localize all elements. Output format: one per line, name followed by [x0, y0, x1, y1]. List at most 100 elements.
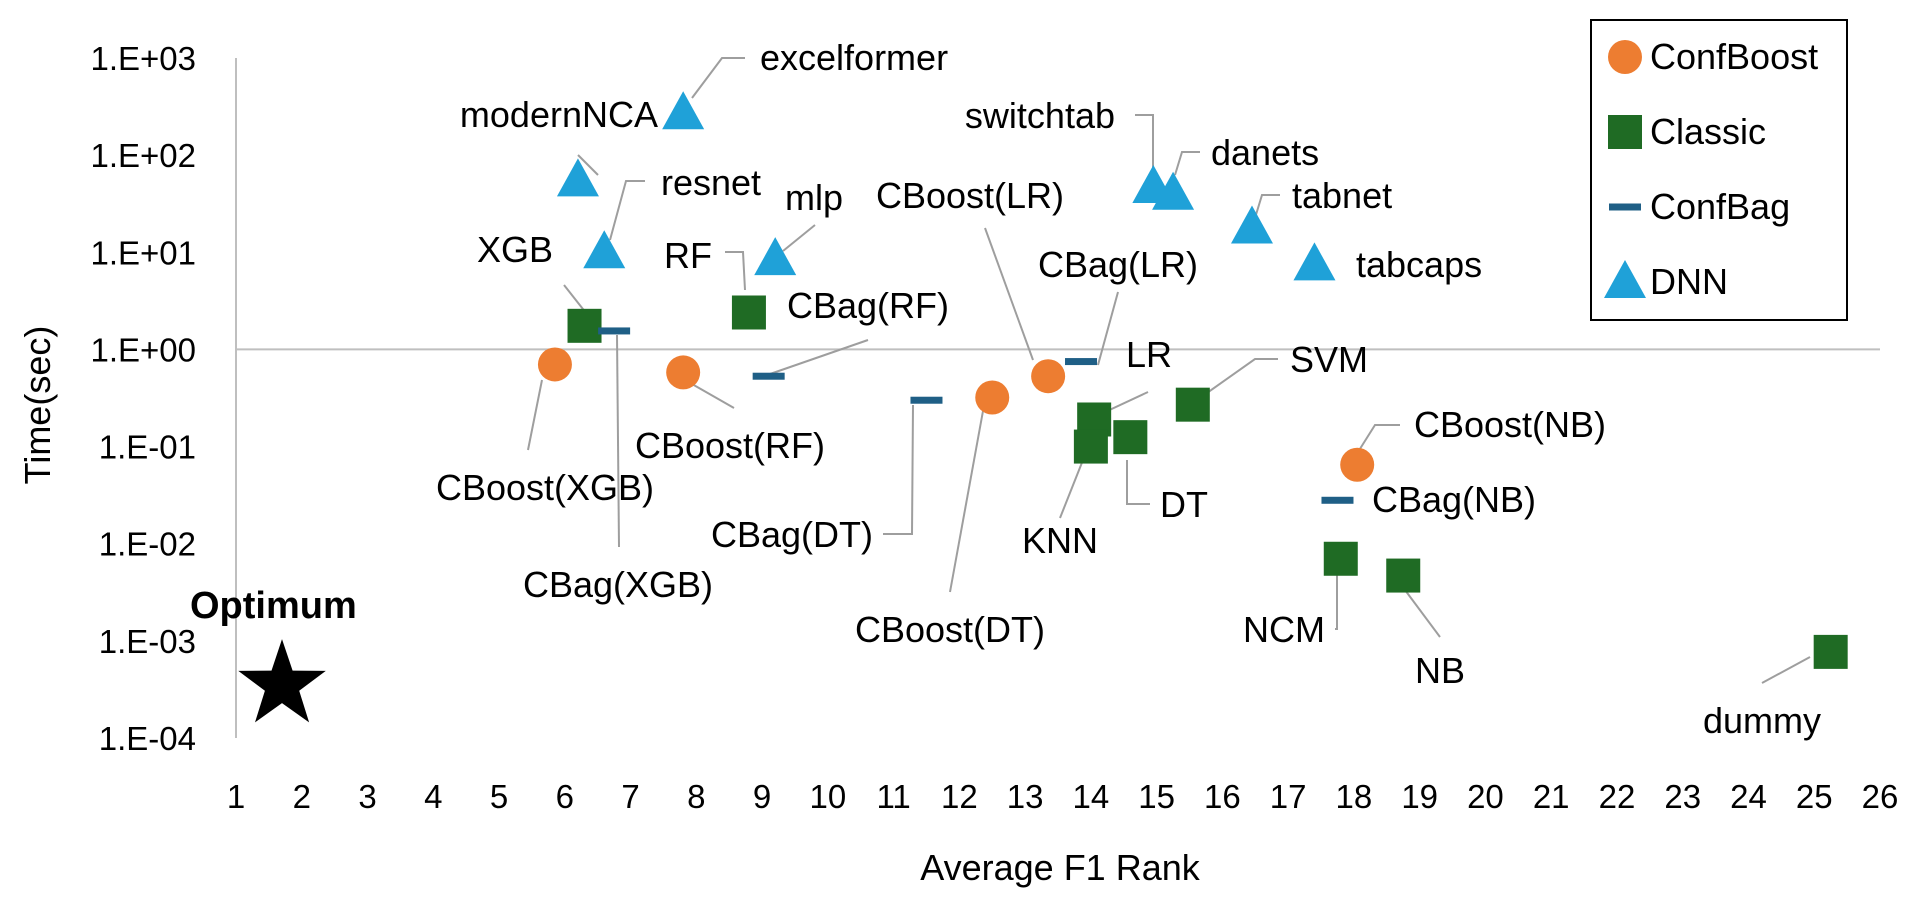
x-tick-label: 12	[941, 778, 978, 815]
point-label: resnet	[661, 162, 761, 203]
point-label: switchtab	[965, 95, 1115, 136]
x-tick-label: 2	[293, 778, 311, 815]
x-tick-label: 18	[1336, 778, 1373, 815]
legend-label: ConfBag	[1650, 186, 1790, 227]
data-point	[1321, 496, 1354, 504]
point-label: excelformer	[760, 37, 948, 78]
legend-marker	[1608, 115, 1642, 149]
data-point	[1113, 420, 1148, 455]
data-point	[1293, 242, 1336, 281]
point-label: SVM	[1290, 339, 1368, 380]
callout-line	[1174, 151, 1200, 176]
callout-line	[1404, 589, 1441, 638]
x-tick-label: 16	[1204, 778, 1241, 815]
point-label: CBag(LR)	[1038, 244, 1198, 285]
callout-line	[609, 180, 645, 241]
data-point	[1230, 205, 1273, 244]
point-label: CBoost(LR)	[876, 175, 1064, 216]
y-tick-label: 1.E+00	[90, 331, 196, 368]
legend-marker	[1608, 40, 1642, 74]
legend-label: ConfBoost	[1650, 36, 1818, 77]
data-point	[1340, 447, 1375, 482]
y-axis-title: Time(sec)	[17, 326, 58, 485]
y-tick-label: 1.E-02	[99, 526, 196, 563]
callout-line	[577, 154, 599, 176]
x-tick-label: 23	[1664, 778, 1701, 815]
data-point	[975, 380, 1010, 415]
callout-line	[1254, 194, 1280, 219]
callout-line	[949, 399, 986, 593]
callout-line	[1135, 114, 1154, 168]
x-tick-label: 4	[424, 778, 442, 815]
data-point	[662, 91, 705, 130]
x-tick-label: 7	[621, 778, 639, 815]
data-point	[1031, 359, 1066, 394]
optimum-marker: Optimum	[190, 585, 357, 723]
data-point	[567, 308, 602, 343]
callout-line	[984, 227, 1034, 361]
callout-line	[527, 379, 543, 451]
x-tick-label: 21	[1533, 778, 1570, 815]
y-tick-label: 1.E-04	[99, 720, 196, 757]
legend-label: Classic	[1650, 111, 1766, 152]
data-point	[910, 396, 943, 404]
data-point	[666, 355, 701, 390]
point-label: KNN	[1022, 520, 1098, 561]
x-tick-label: 1	[227, 778, 245, 815]
point-label: CBag(NB)	[1372, 479, 1536, 520]
x-tick-label: 24	[1730, 778, 1767, 815]
point-label: XGB	[477, 229, 553, 270]
callout-line	[1059, 459, 1084, 519]
y-tick-label: 1.E+01	[90, 234, 196, 271]
point-label: modernNCA	[460, 94, 658, 135]
data-point	[1813, 634, 1848, 669]
point-label: NB	[1415, 650, 1465, 691]
x-tick-label: 3	[358, 778, 376, 815]
callout-line	[616, 334, 620, 548]
callout-line	[1357, 424, 1400, 453]
x-tick-label: 22	[1599, 778, 1636, 815]
callout-line	[883, 404, 914, 535]
point-label: RF	[664, 235, 712, 276]
data-point	[556, 158, 599, 197]
data-point	[583, 230, 626, 269]
point-label: tabnet	[1292, 175, 1392, 216]
x-tick-label: 15	[1138, 778, 1175, 815]
point-label: CBoost(XGB)	[436, 467, 654, 508]
y-tick-label: 1.E-01	[99, 429, 196, 466]
point-label: tabcaps	[1356, 244, 1482, 285]
x-tick-label: 6	[556, 778, 574, 815]
legend-marker	[1604, 260, 1646, 298]
callout-line	[1097, 291, 1119, 366]
legend-marker	[1609, 203, 1641, 211]
point-label: CBoost(DT)	[855, 609, 1045, 650]
data-point	[1152, 171, 1195, 210]
optimum-star-icon	[238, 639, 326, 723]
callout-line	[1189, 358, 1278, 406]
point-label: CBag(XGB)	[523, 564, 713, 605]
x-tick-label: 19	[1401, 778, 1438, 815]
point-label: NCM	[1243, 609, 1325, 650]
x-axis-title: Average F1 Rank	[920, 847, 1200, 888]
legend: ConfBoost Classic ConfBag DNN	[1590, 19, 1848, 321]
data-point	[598, 327, 631, 335]
x-tick-label: 9	[753, 778, 771, 815]
data-point	[1175, 387, 1210, 422]
point-label: DT	[1160, 484, 1208, 525]
data-point	[752, 372, 785, 380]
data-point	[1386, 558, 1421, 593]
x-tick-label: 13	[1007, 778, 1044, 815]
y-tick-label: 1.E+03	[90, 40, 196, 77]
optimum-label: Optimum	[190, 585, 357, 627]
x-tick-label: 8	[687, 778, 705, 815]
legend-label: DNN	[1650, 261, 1728, 302]
callout-line	[1126, 460, 1150, 505]
data-point	[1065, 358, 1098, 366]
data-point	[1073, 429, 1108, 464]
point-label: LR	[1126, 334, 1172, 375]
callout-line	[1761, 656, 1811, 684]
callout-line	[769, 339, 869, 375]
point-label: CBoost(NB)	[1414, 404, 1606, 445]
callout-line	[691, 57, 745, 99]
callout-line	[782, 224, 816, 252]
